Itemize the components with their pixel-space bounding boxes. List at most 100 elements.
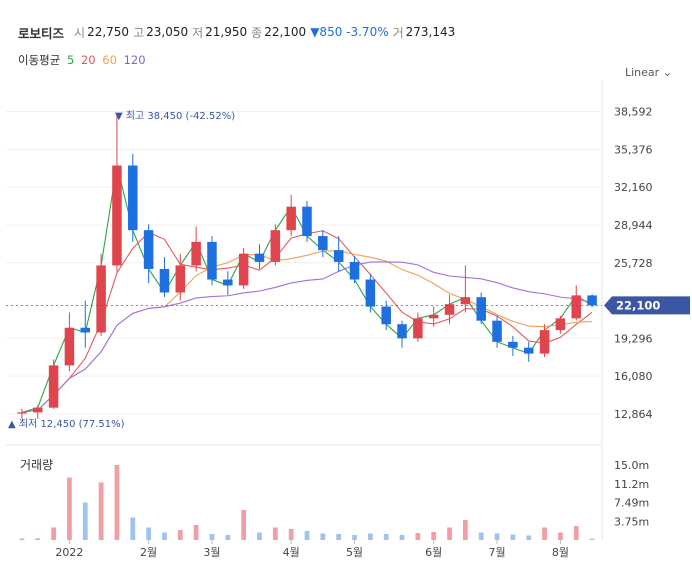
candle-body [555, 318, 566, 331]
volume-bar [225, 535, 231, 540]
candle-body [318, 236, 328, 251]
candle-body [112, 165, 122, 266]
candle-body [64, 327, 75, 366]
volume-label: 거 [392, 25, 404, 40]
close-label: 종 [251, 25, 263, 40]
candle-body [539, 330, 550, 354]
low-value: 21,950 [205, 25, 248, 39]
time-tick-label: 3월 [203, 546, 220, 559]
candle-body [270, 230, 281, 262]
stock-name: 로보티즈 [18, 25, 65, 41]
current-price-badge [604, 296, 690, 315]
volume-bar [383, 534, 389, 540]
time-tick-label: 2022 [55, 546, 83, 559]
volume-bar [542, 527, 547, 540]
stock-quote-header: 로보티즈 시 22,750 고 23,050 저 21,950 종 22,100… [18, 22, 455, 42]
volume-panel-title: 거래량 [20, 458, 54, 472]
low-label: 저 [192, 25, 204, 40]
candle-body [365, 279, 376, 307]
volume-bar [98, 482, 104, 540]
candle-body [80, 327, 91, 333]
volume-tick-label: 15.0m [614, 459, 649, 472]
volume-bar [494, 533, 500, 540]
current-price-label: 22,100 [616, 298, 660, 312]
candle-body [476, 297, 486, 321]
current-price-tag: 22,100 [6, 296, 690, 315]
moving-average-legend[interactable]: 이동평균 5 20 60 120 [18, 52, 149, 68]
close-value: 22,100 [264, 25, 307, 39]
volume-bar [415, 533, 421, 540]
volume-bar [589, 538, 595, 540]
volume-tick-label: 7.49m [614, 497, 649, 510]
volume-bar [447, 527, 452, 540]
price-tick-label: 38,592 [614, 106, 653, 119]
price-tick-label: 25,728 [614, 257, 653, 270]
volume-bar [573, 526, 579, 540]
volume-bar [257, 532, 262, 540]
ma120-label: 120 [123, 53, 146, 67]
moving-average-line [21, 261, 593, 413]
candle-body [302, 206, 312, 237]
price-tick-label: 16,080 [614, 370, 653, 383]
volume-bars [19, 465, 595, 540]
ma5-label: 5 [66, 53, 75, 67]
time-tick-label: 4월 [283, 546, 300, 559]
high-marker-label: ▼ 최고 38,450 (-42.52%) [115, 110, 235, 122]
candle-body [48, 365, 59, 408]
candle-body [175, 265, 186, 293]
volume-bar [193, 525, 199, 540]
candle-body [413, 318, 423, 339]
volume-bar [209, 534, 215, 540]
candle-body [238, 253, 249, 286]
volume-bar [478, 532, 484, 540]
candle-body [128, 165, 138, 231]
high-label: 고 [133, 25, 145, 40]
volume-bar [399, 535, 405, 540]
high-value: 23,050 [146, 25, 189, 39]
time-tick-label: 2월 [140, 546, 157, 559]
time-tick-label: 5월 [346, 546, 363, 559]
volume-axis: 15.0m 11.2m 7.49m 3.75m [614, 459, 649, 528]
candle-body [286, 206, 296, 231]
volume-bar [367, 533, 373, 540]
candle-body [191, 241, 201, 266]
volume-bar [67, 477, 72, 540]
volume-bar [241, 510, 247, 540]
volume-bar [336, 534, 342, 540]
volume-bar [288, 529, 294, 540]
volume-tick-label: 3.75m [614, 515, 649, 528]
candle-body [492, 320, 502, 342]
candle-body [587, 295, 597, 306]
chevron-down-icon: ⌄ [662, 66, 672, 79]
moving-average-line [21, 250, 593, 413]
price-tick-label: 12,864 [614, 408, 653, 421]
candle-body [143, 230, 154, 269]
scale-mode-button[interactable]: Linear ⌄ [625, 66, 672, 79]
candle-body [381, 306, 391, 325]
time-tick-label: 8월 [552, 546, 569, 559]
open-label: 시 [74, 25, 86, 40]
scale-mode-label: Linear [625, 66, 660, 79]
ma20-label: 20 [80, 53, 96, 67]
volume-value: 273,143 [405, 25, 456, 39]
candle-body [508, 341, 518, 348]
volume-bar [114, 465, 120, 540]
volume-bar [558, 532, 563, 540]
volume-tick-label: 11.2m [614, 478, 649, 491]
candle-body [428, 314, 439, 319]
volume-bar [35, 538, 41, 540]
volume-bar [19, 538, 25, 540]
candle-body [17, 412, 27, 414]
volume-bar [51, 527, 56, 540]
candle-body [33, 407, 43, 413]
candle-body [96, 265, 106, 333]
volume-bar [82, 502, 88, 540]
ma-legend-label: 이동평균 [18, 53, 61, 67]
gridlines [6, 80, 603, 540]
volume-bar [320, 533, 326, 540]
volume-bar [177, 530, 183, 540]
candle-body [159, 268, 170, 293]
time-axis: 2022 2월 3월 4월 5월 6월 7월 8월 [55, 540, 569, 559]
candle-body [571, 295, 581, 319]
